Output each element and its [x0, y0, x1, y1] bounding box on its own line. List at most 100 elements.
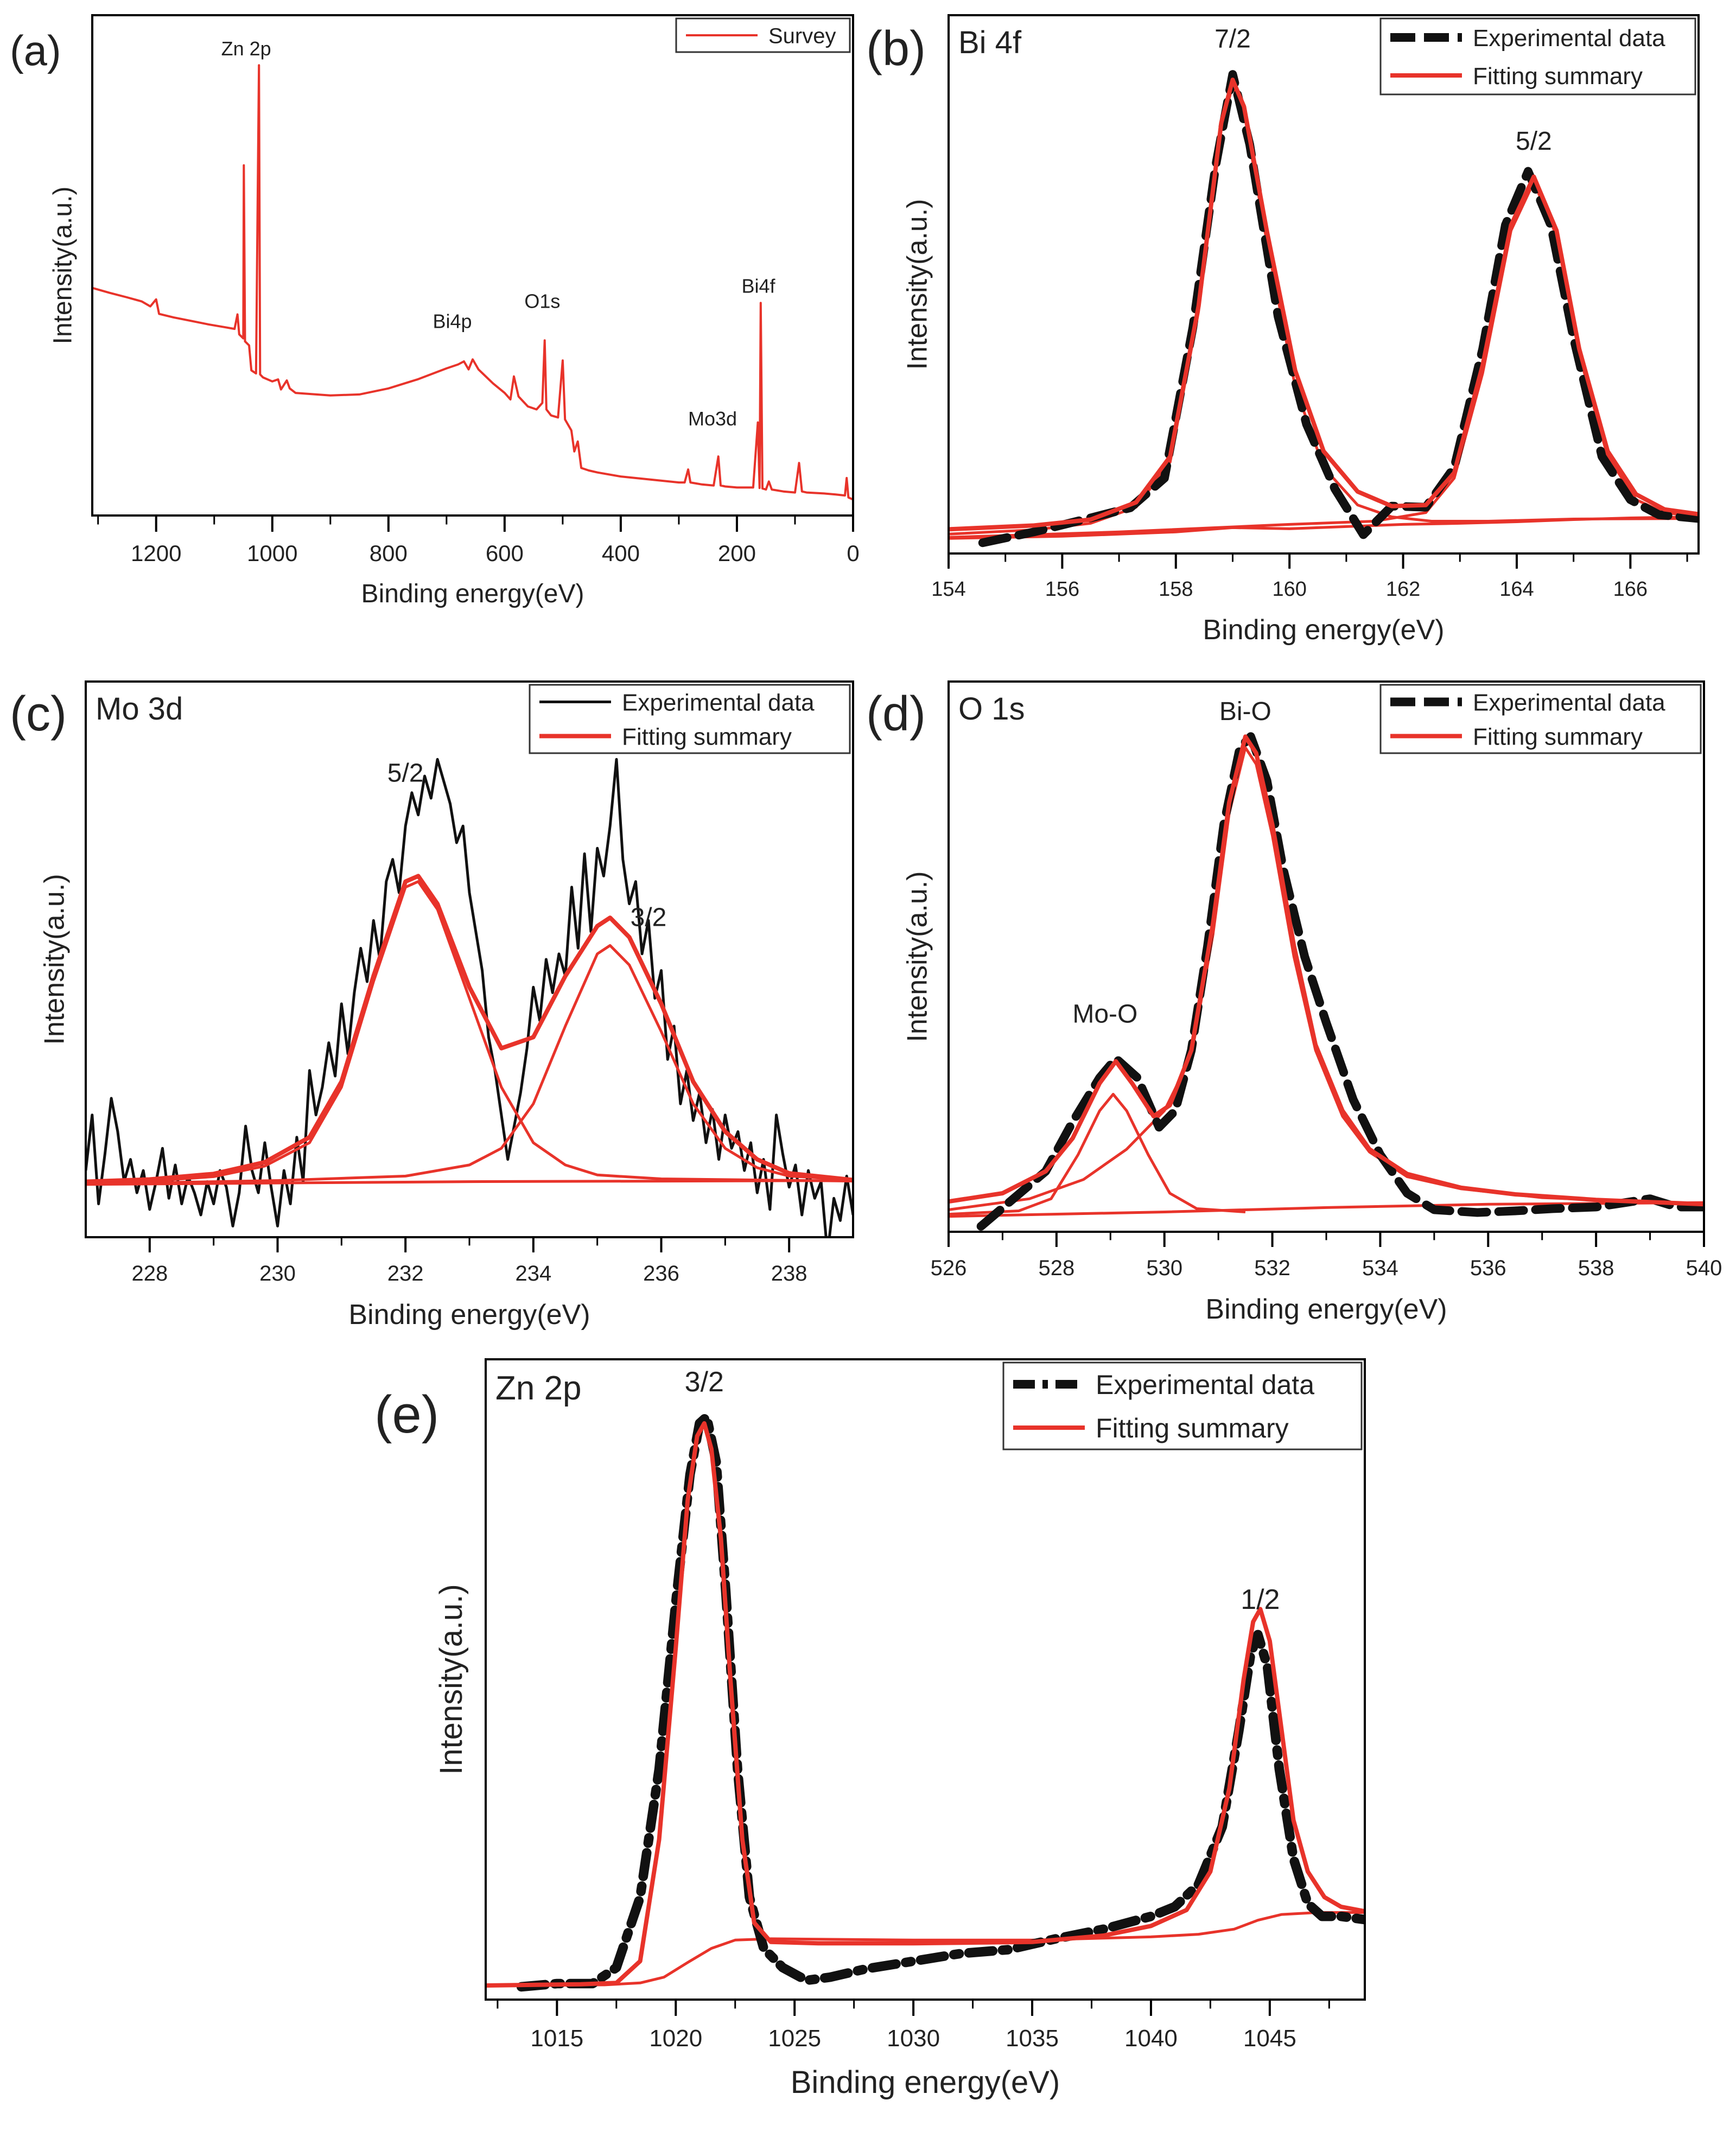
peak-label: 5/2 — [1516, 127, 1552, 156]
chart-panel-a: 1200 1000 800 600 400 200 0 Binding energy(eV) I… — [10, 14, 860, 608]
series-line-fitting-summary — [486, 1421, 1365, 1988]
x-tick-label: 1035 — [1006, 2025, 1059, 2052]
panel-label: (a) — [10, 28, 61, 74]
x-tick-label: 236 — [643, 1262, 679, 1285]
series-line-background — [486, 1911, 1365, 1987]
x-tick-label: 200 — [718, 540, 756, 566]
series-line-bi-o-component — [949, 746, 1704, 1211]
x-tick-label: 1200 — [131, 540, 181, 566]
legend: Experimental data Fitting summary — [1379, 17, 1696, 96]
y-axis-label: Intensity(a.u.) — [39, 874, 70, 1045]
peak-label: Zn 2p — [221, 37, 271, 60]
peak-label: Mo-O — [1072, 1000, 1137, 1029]
series-line-experimental-data — [978, 70, 1699, 548]
panel-title: O 1s — [958, 691, 1025, 727]
x-tick-label: 1040 — [1124, 2025, 1178, 2052]
legend-label: Experimental data — [1473, 25, 1665, 52]
x-tick-label: 230 — [259, 1262, 296, 1285]
plot-frame — [485, 1358, 1366, 2001]
x-tick-label: 232 — [387, 1262, 424, 1285]
legend-box — [529, 684, 851, 754]
x-tick-label: 538 — [1578, 1256, 1614, 1280]
series-line-experimental-data — [86, 758, 853, 1237]
series-line-mo-3d-5-2-component — [86, 880, 853, 1185]
peak-label: 7/2 — [1214, 25, 1251, 54]
chart-panel-c: 228 230 232 234 236 238 Binding energy(eV) Inte… — [10, 680, 854, 1331]
x-tick-label: 800 — [370, 540, 408, 566]
x-tick-label: 1045 — [1243, 2025, 1296, 2052]
peak-label: Bi-O — [1219, 697, 1271, 726]
x-tick-label: 234 — [515, 1262, 551, 1285]
series-line-survey — [92, 64, 853, 501]
peak-label: O1s — [524, 290, 560, 312]
panel-label: (b) — [866, 22, 926, 76]
x-tick-label: 228 — [131, 1262, 168, 1285]
x-tick-label: 534 — [1362, 1256, 1398, 1280]
x-tick-label: 1030 — [887, 2025, 940, 2052]
peak-label: Mo3d — [688, 408, 737, 430]
legend-label: Fitting summary — [1473, 723, 1643, 750]
chart-panel-d: 526 528 530 532 534 536 538 540 Binding energy(e… — [866, 680, 1722, 1325]
series-line-experimental-data — [976, 732, 1704, 1231]
x-tick-label: 238 — [771, 1262, 807, 1285]
legend-label: Fitting summary — [622, 723, 792, 750]
legend: Experimental data Fitting summary — [529, 684, 851, 754]
chart-panel-b: 154 156 158 160 162 164 166 Binding energy(eV) I… — [866, 14, 1700, 646]
x-tick-label: 526 — [931, 1256, 967, 1280]
y-axis-label: Intensity(a.u.) — [49, 187, 78, 345]
y-axis-label: Intensity(a.u.) — [901, 871, 933, 1042]
x-tick-label: 540 — [1686, 1256, 1722, 1280]
plot-frame — [85, 680, 854, 1238]
peak-label: Bi4f — [742, 275, 776, 297]
x-axis-label: Binding energy(eV) — [348, 1299, 590, 1331]
peak-label: 1/2 — [1241, 1584, 1280, 1615]
legend-label: Experimental data — [1473, 689, 1665, 716]
x-tick-label: 536 — [1470, 1256, 1506, 1280]
series-line-fitting-summary — [949, 78, 1699, 532]
legend-box — [1379, 684, 1702, 754]
series-line-background — [949, 1201, 1704, 1218]
peak-label: Bi4p — [433, 310, 472, 332]
x-axis-label: Binding energy(eV) — [1203, 614, 1444, 646]
series-line-fitting-summary — [949, 734, 1704, 1207]
x-tick-label: 1025 — [768, 2025, 821, 2052]
chart-panel-e: 1015 1020 1025 1030 1035 1040 1045 Binding ener… — [374, 1358, 1366, 2100]
panel-label: (e) — [374, 1385, 439, 1444]
panel-label: (d) — [866, 687, 926, 741]
panel-title: Mo 3d — [96, 691, 183, 727]
x-tick-label: 530 — [1146, 1256, 1182, 1280]
legend: Experimental data Fitting summary — [1002, 1361, 1363, 1450]
series-line-fitting-summary — [86, 874, 853, 1184]
x-tick-label: 528 — [1038, 1256, 1074, 1280]
x-axis-label: Binding energy(eV) — [1205, 1294, 1447, 1325]
y-axis-label: Intensity(a.u.) — [434, 1584, 469, 1774]
peak-label: 5/2 — [387, 759, 424, 787]
x-tick-label: 158 — [1159, 578, 1193, 601]
legend-label: Fitting summary — [1096, 1413, 1289, 1443]
legend: Survey — [675, 17, 851, 53]
x-tick-label: 160 — [1272, 578, 1306, 601]
panel-title: Bi 4f — [958, 25, 1022, 60]
x-axis-label: Binding energy(eV) — [361, 580, 584, 608]
x-tick-label: 532 — [1254, 1256, 1290, 1280]
legend: Experimental data Fitting summary — [1379, 684, 1702, 754]
x-tick-label: 1015 — [530, 2025, 583, 2052]
legend-label: Experimental data — [1096, 1370, 1314, 1400]
peak-label: 3/2 — [631, 903, 667, 932]
x-tick-label: 1020 — [649, 2025, 702, 2052]
legend-label: Experimental data — [622, 689, 815, 716]
plot-frame — [948, 14, 1700, 555]
legend-label: Fitting summary — [1473, 63, 1643, 90]
x-tick-label: 156 — [1045, 578, 1079, 601]
x-tick-label: 162 — [1386, 578, 1420, 601]
legend-box — [1379, 17, 1696, 96]
y-axis-label: Intensity(a.u.) — [901, 199, 933, 370]
x-tick-label: 164 — [1499, 578, 1534, 601]
legend-box — [1002, 1361, 1363, 1450]
series-line-bi-4f-5-2-component — [949, 181, 1699, 539]
series-line-experimental-data — [516, 1412, 1365, 1992]
x-tick-label: 400 — [602, 540, 640, 566]
legend-label: Survey — [768, 24, 836, 48]
series-line-mo-o-component — [949, 1093, 1246, 1216]
